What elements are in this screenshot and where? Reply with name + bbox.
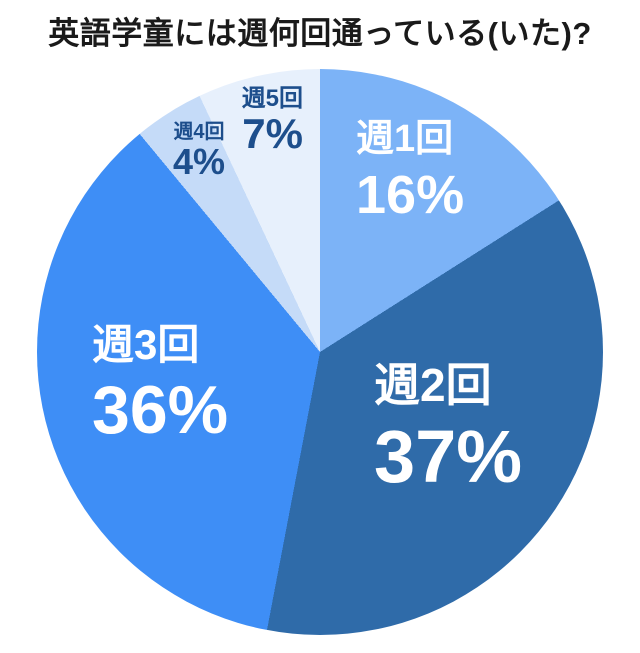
slice-percent: 36% [92,372,229,448]
slice-percent: 7% [242,110,303,157]
slice-name: 週1回 [356,118,454,160]
slice-label-week1: 週1回 16% [356,120,464,222]
slice-name: 週5回 [241,85,303,112]
chart-title: 英語学童には週何回通っている(いた)? [48,16,592,51]
slice-label-week5: 週5回 7% [203,87,303,155]
pie-chart [37,69,603,635]
slice-percent: 37% [374,415,523,498]
slice-name: 週4回 [173,121,225,143]
slice-label-week4: 週4回 4% [149,122,249,180]
slice-name: 週3回 [92,321,200,368]
slice-label-week3: 週3回 36% [92,321,229,448]
slice-label-week2: 週2回 37% [374,362,522,494]
slice-percent: 16% [356,165,465,225]
slice-percent: 4% [172,141,226,182]
slice-name: 週2回 [374,359,492,411]
